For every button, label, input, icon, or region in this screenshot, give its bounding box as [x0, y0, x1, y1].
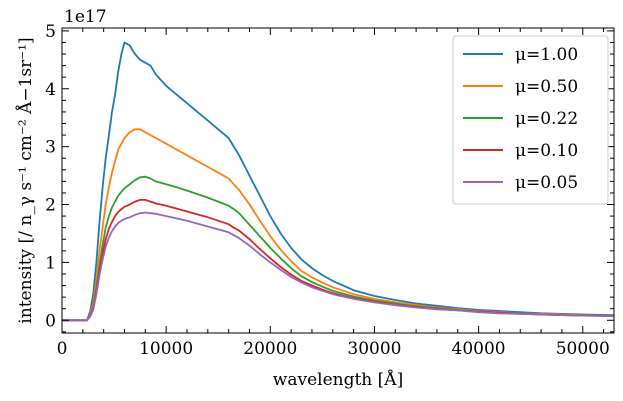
x-tick-label: 20000: [243, 339, 297, 359]
series-layer: [62, 41, 615, 322]
y-tick-label: 0: [45, 311, 56, 331]
y-axis-label: intensity [/ n_γ s⁻¹ cm⁻² Å−1sr⁻¹]: [15, 37, 36, 323]
legend-label-3: μ=0.10: [515, 141, 578, 161]
y-tick-label: 2: [45, 196, 56, 216]
series-line-3: [62, 199, 615, 322]
y-tick-label: 5: [45, 22, 56, 42]
legend-label-0: μ=1.00: [515, 45, 578, 65]
legend-label-1: μ=0.50: [515, 77, 578, 97]
x-tick-label: 50000: [556, 339, 610, 359]
legend-box: [452, 35, 609, 205]
legend: μ=1.00 μ=0.50 μ=0.22 μ=0.10 μ=0.05: [452, 35, 609, 205]
ticks-layer: 0 10000 20000 30000 40000 50000 0 1 2 3 4 5: [45, 22, 614, 359]
legend-label-4: μ=0.05: [515, 173, 578, 193]
series-line-4: [62, 211, 615, 322]
y-offset-label: 1e17: [64, 7, 107, 27]
legend-label-2: μ=0.22: [515, 109, 578, 129]
x-tick-label: 10000: [139, 339, 193, 359]
x-tick-label: 40000: [452, 339, 506, 359]
plot-frame: [61, 27, 615, 334]
y-tick-label: 1: [45, 253, 56, 273]
y-tick-label: 4: [45, 80, 56, 100]
series-line-0: [62, 41, 615, 322]
x-tick-label: 0: [57, 339, 68, 359]
x-tick-label: 30000: [347, 339, 401, 359]
x-axis-label: wavelength [Å]: [273, 369, 403, 390]
y-tick-label: 3: [45, 138, 56, 158]
